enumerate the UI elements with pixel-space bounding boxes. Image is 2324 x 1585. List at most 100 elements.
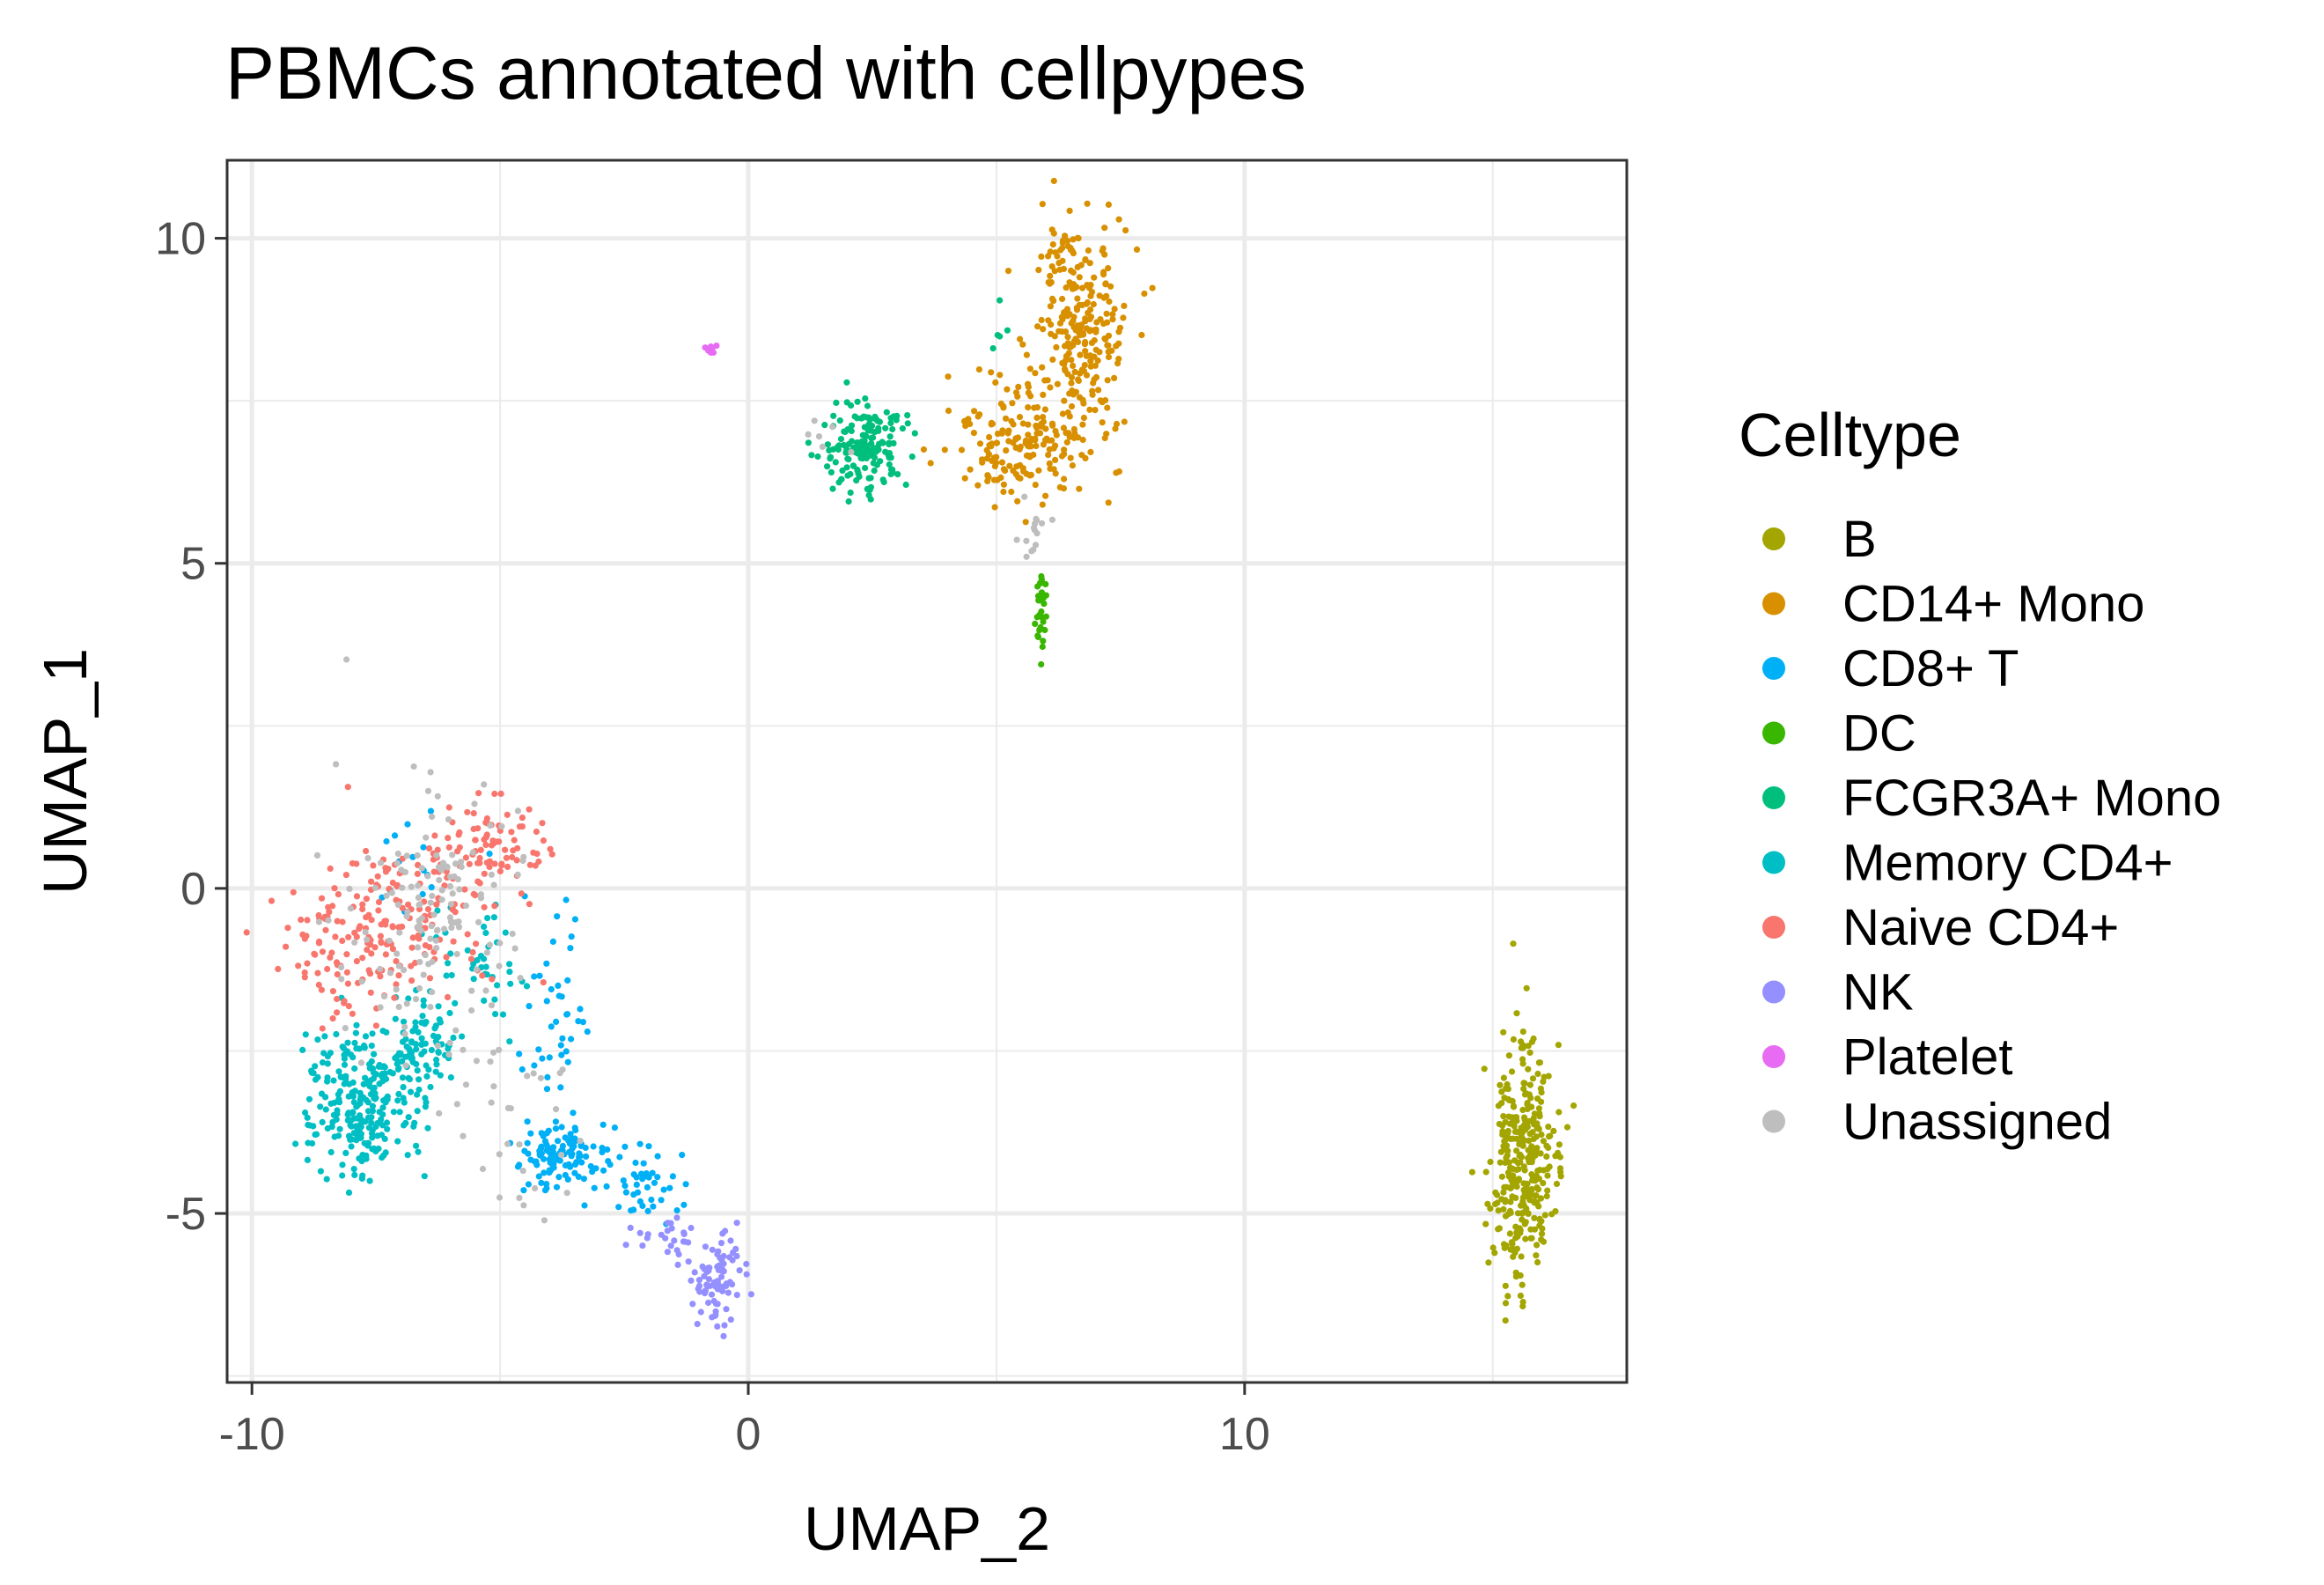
point-cd14-mono <box>1062 232 1069 240</box>
point-b <box>1503 1154 1510 1161</box>
point-fcgr3a-mono <box>886 439 893 446</box>
point-unassigned <box>449 890 456 897</box>
point-b <box>1516 1140 1523 1147</box>
point-memory-cd4 <box>418 1041 425 1049</box>
point-naive-cd4 <box>508 829 515 836</box>
point-fcgr3a-mono <box>848 427 855 435</box>
point-b <box>1510 940 1517 947</box>
point-unassigned <box>395 1003 402 1011</box>
point-b <box>1518 1133 1525 1140</box>
point-memory-cd4 <box>336 1087 343 1095</box>
point-nk <box>714 1323 721 1330</box>
legend-title: Celltype <box>1739 401 1961 469</box>
point-nk <box>685 1258 692 1265</box>
point-cd14-mono <box>1103 292 1110 299</box>
point-fcgr3a-mono <box>827 468 835 476</box>
point-nk <box>722 1227 729 1235</box>
point-memory-cd4 <box>415 1028 422 1036</box>
point-unassigned <box>446 1039 453 1046</box>
point-naive-cd4 <box>475 790 482 797</box>
legend-key-nk <box>1762 980 1785 1004</box>
point-memory-cd4 <box>507 980 514 987</box>
point-cd14-mono <box>1105 201 1112 208</box>
point-memory-cd4 <box>506 961 513 968</box>
point-cd14-mono <box>1096 292 1103 299</box>
point-fcgr3a-mono <box>989 345 997 352</box>
point-cd14-mono <box>1051 268 1058 275</box>
point-naive-cd4 <box>359 955 366 962</box>
point-b <box>1527 1226 1534 1233</box>
legend-key-fcgr3a-mono <box>1762 786 1785 809</box>
series-unassigned <box>313 417 1055 1224</box>
point-naive-cd4 <box>548 851 555 858</box>
point-memory-cd4 <box>379 1028 386 1035</box>
point-unassigned <box>429 958 436 965</box>
point-naive-cd4 <box>334 918 341 925</box>
point-cd8-t <box>575 1018 582 1025</box>
point-memory-cd4 <box>459 1033 466 1040</box>
point-cd14-mono <box>1046 280 1054 287</box>
point-b <box>1524 1101 1531 1108</box>
point-unassigned <box>394 901 401 908</box>
point-fcgr3a-mono <box>838 476 845 483</box>
point-memory-cd4 <box>404 1152 411 1159</box>
point-b <box>1513 1183 1520 1191</box>
point-naive-cd4 <box>349 1010 356 1017</box>
point-cd14-mono <box>1138 331 1145 339</box>
point-unassigned <box>482 987 489 994</box>
point-naive-cd4 <box>533 828 541 836</box>
point-cd8-t <box>553 1018 560 1025</box>
point-cd14-mono <box>1057 247 1064 254</box>
point-unassigned <box>477 891 485 898</box>
legend-label-fcgr3a-mono: FCGR3A+ Mono <box>1842 770 2221 827</box>
point-cd14-mono <box>1068 402 1076 410</box>
point-naive-cd4 <box>518 823 526 830</box>
point-cd14-mono <box>1070 338 1077 345</box>
point-naive-cd4 <box>382 951 389 958</box>
point-naive-cd4 <box>311 950 318 957</box>
point-memory-cd4 <box>317 1103 324 1110</box>
point-cd14-mono <box>1012 471 1019 478</box>
point-fcgr3a-mono <box>827 453 835 461</box>
point-cd14-mono <box>1032 482 1039 489</box>
point-cd8-t <box>611 1124 619 1132</box>
point-memory-cd4 <box>324 1060 331 1067</box>
point-b <box>1540 1180 1547 1187</box>
point-naive-cd4 <box>298 916 305 924</box>
point-memory-cd4 <box>368 1065 375 1072</box>
point-cd8-t <box>527 1156 534 1163</box>
point-unassigned <box>439 859 447 866</box>
point-b <box>1528 1171 1535 1178</box>
point-memory-cd4 <box>381 1064 388 1071</box>
point-naive-cd4 <box>502 846 509 853</box>
point-cd8-t <box>526 1003 533 1010</box>
point-naive-cd4 <box>494 838 501 845</box>
point-b <box>1531 1214 1538 1221</box>
point-naive-cd4 <box>334 995 341 1003</box>
point-memory-cd4 <box>324 1124 331 1132</box>
point-fcgr3a-mono <box>805 439 813 446</box>
point-unassigned <box>394 850 401 858</box>
point-memory-cd4 <box>335 1068 342 1075</box>
point-unassigned <box>446 882 453 890</box>
point-fcgr3a-mono <box>867 475 874 482</box>
point-memory-cd4 <box>502 929 509 936</box>
point-naive-cd4 <box>539 820 546 827</box>
point-cd14-mono <box>1065 350 1072 357</box>
point-cd8-t <box>383 837 390 845</box>
point-nk <box>720 1332 727 1339</box>
point-naive-cd4 <box>491 860 498 867</box>
point-unassigned <box>388 889 395 896</box>
point-b <box>1533 1242 1541 1249</box>
point-dc <box>1040 618 1047 625</box>
point-naive-cd4 <box>482 819 489 826</box>
point-memory-cd4 <box>390 1109 397 1116</box>
point-b <box>1518 1124 1525 1132</box>
point-fcgr3a-mono <box>845 498 852 505</box>
point-cd8-t <box>536 972 543 979</box>
point-cd14-mono <box>1079 329 1087 337</box>
point-fcgr3a-mono <box>850 462 857 469</box>
point-cd14-mono <box>967 466 974 473</box>
point-b <box>1543 1192 1550 1200</box>
point-memory-cd4 <box>354 1102 362 1109</box>
